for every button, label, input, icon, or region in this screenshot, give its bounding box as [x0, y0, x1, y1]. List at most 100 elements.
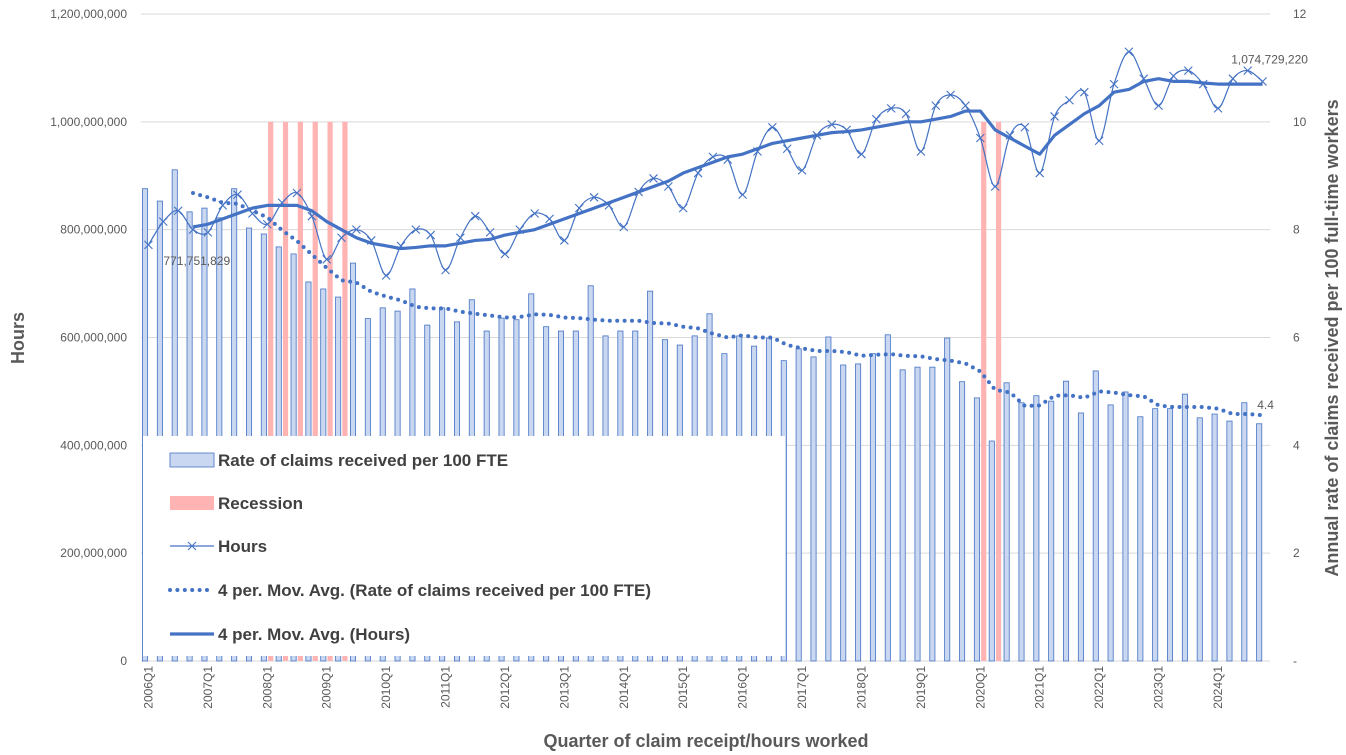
marker — [1109, 79, 1119, 89]
marker — [1228, 74, 1238, 84]
bar — [988, 440, 995, 662]
x-tick-label: 2015Q1 — [676, 666, 690, 709]
bar — [342, 121, 348, 662]
marker — [990, 182, 1000, 191]
marker — [916, 147, 926, 156]
y2-tick-label: 8 — [1293, 223, 1300, 237]
y2-tick-label: 12 — [1293, 7, 1307, 21]
marker — [738, 190, 748, 200]
marker — [946, 90, 956, 100]
x-axis-title: Quarter of claim receipt/hours worked — [543, 731, 868, 751]
bar — [899, 369, 906, 662]
legend-label: 4 per. Mov. Avg. (Hours) — [218, 625, 410, 644]
marker — [530, 209, 540, 218]
marker — [559, 236, 569, 245]
bar — [1048, 400, 1055, 662]
bar — [944, 337, 951, 662]
marker — [797, 165, 807, 175]
data-label: 4.4 — [1257, 398, 1274, 412]
marker — [1065, 95, 1074, 105]
line — [147, 51, 1263, 277]
bar — [959, 381, 966, 662]
marker — [901, 109, 911, 119]
marker — [589, 192, 599, 202]
y-tick-label: 200,000,000 — [60, 546, 127, 560]
bar — [1241, 402, 1248, 662]
y-tick-label: 0 — [120, 654, 127, 668]
marker — [886, 103, 896, 113]
y2-tick-label: 4 — [1293, 438, 1300, 452]
x-tick-label: 2006Q1 — [141, 666, 155, 709]
marker — [203, 227, 213, 237]
y-tick-label: 1,000,000,000 — [50, 115, 127, 129]
marker — [485, 227, 495, 237]
marker — [1094, 136, 1104, 146]
marker — [693, 168, 703, 178]
bar — [171, 169, 178, 662]
bar — [869, 353, 876, 662]
bar — [884, 334, 891, 662]
legend-swatch — [169, 452, 215, 468]
marker — [619, 222, 629, 232]
marker — [1154, 101, 1163, 111]
x-tick-label: 2024Q1 — [1211, 666, 1225, 709]
bar — [825, 336, 832, 662]
marker — [931, 101, 941, 111]
legend-box — [143, 436, 785, 656]
bar — [840, 364, 847, 662]
y-tick-label: 400,000,000 — [60, 438, 127, 452]
x-tick-label: 2016Q1 — [736, 666, 750, 709]
y-tick-label: 800,000,000 — [60, 223, 127, 237]
x-tick-label: 2018Q1 — [854, 666, 868, 709]
x-tick-label: 2011Q1 — [439, 666, 453, 708]
marker — [352, 225, 361, 235]
bar — [1107, 404, 1114, 662]
marker — [1243, 66, 1253, 76]
marker — [1035, 168, 1045, 178]
y2-axis-title: Annual rate of claims received per 100 f… — [1322, 99, 1342, 576]
legend-label: Recession — [218, 494, 303, 513]
y-axis-title: Hours — [8, 312, 28, 364]
marker — [871, 114, 881, 124]
line — [190, 191, 1265, 418]
y2-tick-label: 6 — [1293, 331, 1300, 345]
marker — [322, 254, 332, 264]
legend-label: 4 per. Mov. Avg. (Rate of claims receive… — [218, 581, 651, 600]
bar — [1256, 423, 1263, 662]
bar — [1152, 408, 1159, 662]
bar — [795, 348, 802, 662]
x-tick-label: 2012Q1 — [498, 666, 512, 709]
x-tick-label: 2014Q1 — [617, 666, 631, 709]
marker — [708, 152, 718, 162]
x-tick-label: 2007Q1 — [201, 666, 215, 709]
marker — [678, 203, 688, 213]
bar — [1063, 380, 1070, 662]
bar — [1033, 395, 1040, 662]
marker — [782, 144, 792, 154]
y-tick-label: 600,000,000 — [60, 331, 127, 345]
bar — [855, 363, 862, 662]
bar — [1226, 420, 1233, 662]
marker — [381, 271, 391, 280]
marker — [975, 133, 985, 143]
marker — [961, 101, 970, 111]
x-tick-label: 2009Q1 — [320, 666, 334, 709]
bar — [231, 188, 238, 662]
marker — [1020, 122, 1030, 132]
x-tick-label: 2021Q1 — [1033, 666, 1047, 709]
bar — [327, 121, 333, 662]
bar — [1167, 408, 1174, 662]
bar — [1137, 416, 1144, 662]
data-label: 771,751,829 — [163, 254, 230, 268]
legend-swatch — [170, 496, 214, 510]
line — [192, 77, 1263, 251]
marker — [649, 174, 658, 183]
bar — [1181, 393, 1188, 662]
bar — [142, 188, 149, 662]
marker — [337, 233, 346, 243]
bar — [1003, 382, 1010, 662]
marker — [470, 211, 480, 221]
marker — [1183, 66, 1193, 76]
